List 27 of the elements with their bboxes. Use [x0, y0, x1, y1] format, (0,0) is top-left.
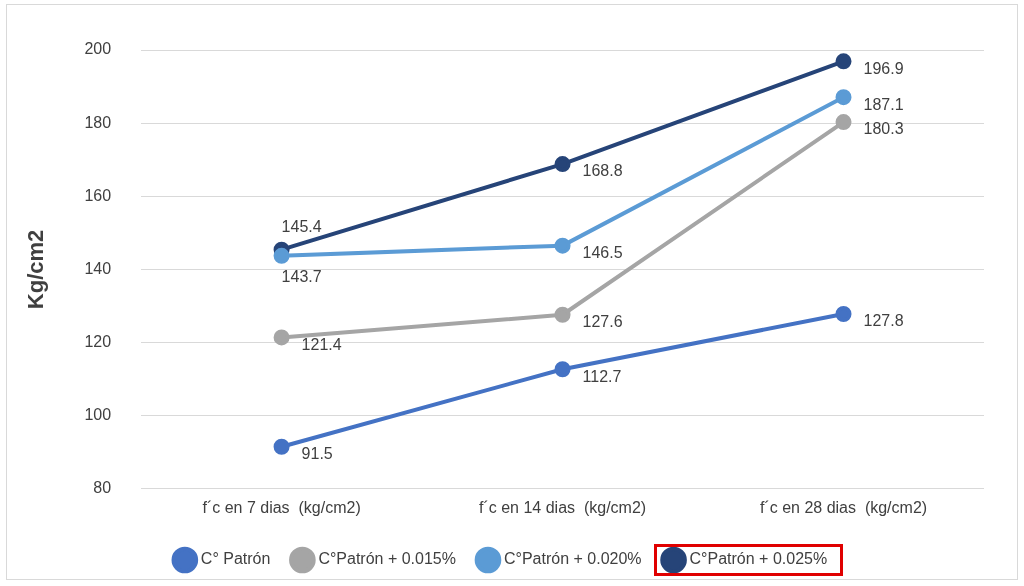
data-label: 145.4 [281, 218, 322, 236]
y-tick-label: 140 [84, 259, 112, 277]
data-label: 91.5 [301, 445, 333, 463]
y-tick-label: 180 [84, 113, 112, 131]
data-label: 121.4 [301, 335, 342, 353]
data-label: 112.7 [582, 367, 622, 385]
y-tick-label: 100 [84, 406, 112, 424]
data-label: 196.9 [863, 59, 904, 77]
data-label: 127.8 [863, 312, 904, 330]
legend-label: C° Patrón [200, 550, 271, 568]
data-label: 127.6 [582, 313, 623, 331]
y-axis-title: Kg/cm2 [23, 229, 49, 310]
data-label: 146.5 [582, 244, 623, 262]
x-tick-label: f´c en 28 dias (kg/cm2) [759, 498, 928, 516]
legend-label: C°Patrón + 0.025% [689, 550, 828, 568]
x-tick-label: f´c en 7 dias (kg/cm2) [202, 498, 361, 516]
y-tick-label: 120 [84, 332, 112, 350]
data-label: 187.1 [863, 95, 904, 113]
y-tick-label: 80 [93, 479, 112, 497]
data-label: 180.3 [863, 120, 904, 138]
y-tick-label: 200 [84, 40, 112, 58]
data-label: 168.8 [582, 162, 623, 180]
legend-label: C°Patrón + 0.020% [503, 550, 642, 568]
data-label: 143.7 [281, 268, 322, 286]
x-tick-label: f´c en 14 dias (kg/cm2) [478, 498, 647, 516]
y-tick-label: 160 [84, 186, 112, 204]
legend-label: C°Patrón + 0.015% [318, 550, 456, 568]
